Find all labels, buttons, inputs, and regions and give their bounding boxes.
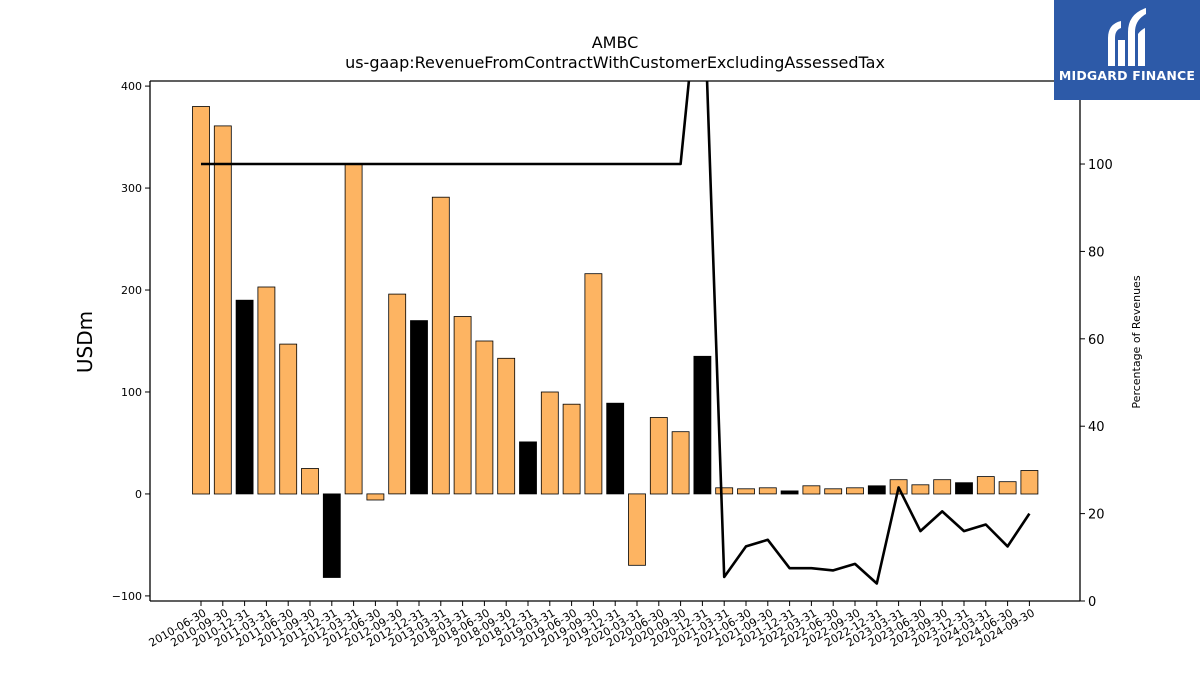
bar-2023-09-30 bbox=[933, 479, 952, 495]
bar-2018-06-30 bbox=[475, 340, 494, 495]
bar-2019-03-31 bbox=[540, 391, 559, 495]
plot-frame bbox=[149, 80, 1081, 602]
bar-2021-12-31 bbox=[780, 490, 799, 495]
bar-2012-03-31 bbox=[344, 164, 363, 495]
y-right-tick-label: 40 bbox=[1088, 420, 1105, 435]
y-axis-ticks: −100 0 100 200 300 400 bbox=[112, 80, 150, 603]
bar-2010-09-30 bbox=[213, 125, 232, 495]
y-axis-label: USDm bbox=[73, 311, 97, 373]
bar-2012-09-30 bbox=[388, 293, 407, 495]
line-series bbox=[201, 81, 1031, 585]
bar-2012-06-30 bbox=[366, 493, 385, 501]
chart-subtitle: us-gaap:RevenueFromContractWithCustomerE… bbox=[345, 53, 885, 72]
bar-2021-06-30 bbox=[737, 488, 755, 495]
bar-2022-12-31 bbox=[867, 485, 886, 495]
bar-2011-03-31 bbox=[257, 286, 276, 495]
y-tick-label: 300 bbox=[121, 182, 142, 195]
bar-2019-09-30 bbox=[584, 273, 603, 495]
bar-2013-03-31 bbox=[431, 196, 450, 495]
bar-2021-03-31 bbox=[715, 487, 734, 495]
bar-series bbox=[192, 106, 1039, 578]
y-right-tick-label: 60 bbox=[1088, 333, 1105, 348]
bar-2018-12-31 bbox=[519, 441, 537, 495]
y-right-tick-label: 80 bbox=[1088, 245, 1105, 260]
y-right-tick-label: 100 bbox=[1088, 158, 1113, 173]
bar-2022-09-30 bbox=[846, 487, 864, 495]
bar-2024-09-30 bbox=[1020, 470, 1039, 495]
bar-2010-06-30 bbox=[192, 106, 210, 495]
bar-2011-09-30 bbox=[301, 468, 319, 495]
bar-2023-12-31 bbox=[955, 482, 973, 495]
x-axis-ticks: 2010-06-302010-09-302010-12-312011-03-31… bbox=[147, 601, 1037, 650]
bar-2012-12-31 bbox=[410, 320, 428, 495]
bar-2020-12-31 bbox=[693, 355, 712, 495]
bar-2018-09-30 bbox=[497, 357, 516, 495]
bar-2020-03-31 bbox=[628, 493, 646, 566]
bar-2011-12-31 bbox=[322, 493, 341, 578]
bar-2020-09-30 bbox=[671, 431, 690, 495]
y-right-tick-label: 0 bbox=[1088, 595, 1096, 610]
bar-2018-03-31 bbox=[453, 316, 472, 495]
bar-2019-12-31 bbox=[606, 402, 625, 495]
brand-logo: MIDGARD FINANCE bbox=[1054, 0, 1200, 100]
chart-title: AMBC bbox=[592, 33, 639, 52]
y-tick-label: 100 bbox=[121, 386, 142, 399]
bar-2022-06-30 bbox=[824, 488, 843, 495]
percentage-line bbox=[201, 81, 1031, 585]
bar-2023-06-30 bbox=[911, 484, 930, 495]
midgard-logo-icon bbox=[1108, 8, 1146, 66]
y-axis-right-ticks: 0 20 40 60 80 100 bbox=[1080, 158, 1113, 610]
bar-2024-03-31 bbox=[976, 476, 995, 495]
bar-2011-06-30 bbox=[279, 343, 298, 495]
y-right-tick-label: 20 bbox=[1088, 508, 1105, 523]
y-tick-label: 200 bbox=[121, 284, 142, 297]
bar-2021-09-30 bbox=[758, 487, 777, 495]
logo-text: MIDGARD FINANCE bbox=[1058, 68, 1196, 83]
bar-2010-12-31 bbox=[235, 299, 254, 495]
y-tick-label: −100 bbox=[112, 590, 142, 603]
bar-2019-06-30 bbox=[562, 403, 581, 495]
y-tick-label: 0 bbox=[135, 488, 142, 501]
y-axis-right-label: Percentage of Revenues bbox=[1130, 275, 1143, 408]
y-tick-label: 400 bbox=[121, 80, 142, 93]
bar-2020-06-30 bbox=[649, 417, 668, 495]
bar-2024-06-30 bbox=[998, 481, 1017, 495]
bar-2022-03-31 bbox=[802, 485, 821, 495]
